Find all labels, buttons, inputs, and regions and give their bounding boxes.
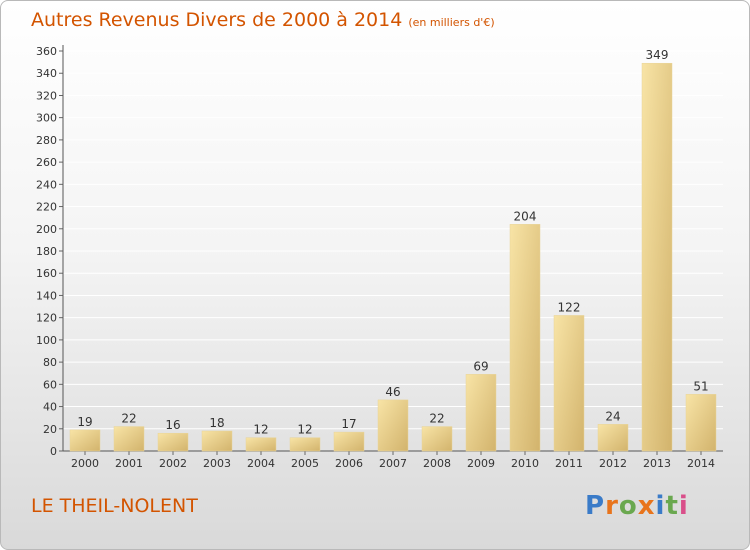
y-tick-label: 20 [43,423,57,436]
bar [113,426,145,452]
data-label: 19 [77,415,92,429]
x-tick-label: 2014 [687,457,715,470]
proxiti-logo: Proxiti [585,491,689,521]
bar [69,429,101,452]
data-label: 22 [121,412,136,426]
logo-letter: o [618,491,638,521]
data-label: 18 [209,416,224,430]
data-label: 204 [514,209,537,223]
y-tick-label: 320 [36,89,57,102]
y-tick-label: 300 [36,112,57,125]
y-tick-label: 240 [36,178,57,191]
x-tick-label: 2008 [423,457,451,470]
x-tick-label: 2010 [511,457,539,470]
x-tick-label: 2000 [71,457,99,470]
bar [289,437,321,452]
data-label: 12 [297,423,312,437]
x-tick-label: 2011 [555,457,583,470]
bar [157,432,189,452]
y-tick-label: 80 [43,356,57,369]
logo-letter: x [637,491,656,521]
logo-letter: i [678,491,689,521]
y-tick-label: 40 [43,401,57,414]
y-tick-label: 100 [36,334,57,347]
chart-unit: (en milliers d'€) [408,16,495,29]
data-label: 349 [646,48,669,62]
x-tick-label: 2007 [379,457,407,470]
data-label: 17 [341,417,356,431]
y-tick-label: 340 [36,67,57,80]
y-tick-label: 160 [36,267,57,280]
bar [377,399,409,452]
grid-lines [63,50,723,430]
bars [69,62,717,452]
title-row: Autres Revenus Divers de 2000 à 2014 (en … [31,9,495,31]
bar [553,315,585,452]
x-tick-label: 2002 [159,457,187,470]
x-tick-label: 2004 [247,457,275,470]
data-label: 22 [429,412,444,426]
y-tick-label: 280 [36,134,57,147]
logo-letter: P [585,491,606,521]
data-label: 46 [385,385,400,399]
logo-letter: r [605,491,619,521]
y-tick-label: 60 [43,378,57,391]
y-tick-label: 120 [36,312,57,325]
x-tick-label: 2013 [643,457,671,470]
bar [201,430,233,452]
bar [465,374,497,452]
y-tick-label: 180 [36,245,57,258]
data-labels: 19 22 16 18 12 12 17 46 22 69 204 122 24 349 51 [77,48,708,436]
x-tick-label: 2009 [467,457,495,470]
data-label: 16 [165,418,180,432]
x-tick-label: 2012 [599,457,627,470]
y-tick-label: 360 [36,45,57,58]
y-tick-label: 140 [36,289,57,302]
logo-letter: i [655,491,666,521]
bar [597,424,629,452]
logo-letter: t [665,491,679,521]
y-tick-label: 200 [36,223,57,236]
y-tick-label: 0 [50,445,57,458]
bar [333,431,365,452]
bar [509,224,541,452]
data-label: 12 [253,423,268,437]
data-label: 122 [558,300,581,314]
chart-title: Autres Revenus Divers de 2000 à 2014 [31,9,403,31]
y-tick-label: 220 [36,201,57,214]
data-label: 51 [693,379,708,393]
x-tick-label: 2006 [335,457,363,470]
bar [421,426,453,452]
y-tick-label: 260 [36,156,57,169]
x-tick-label: 2005 [291,457,319,470]
location-label: LE THEIL-NOLENT [31,495,198,517]
data-label: 69 [473,359,488,373]
data-label: 24 [605,409,620,423]
x-tick-label: 2001 [115,457,143,470]
bar [641,62,673,452]
x-tick-label: 2003 [203,457,231,470]
bar [245,437,277,452]
bar [685,394,717,452]
